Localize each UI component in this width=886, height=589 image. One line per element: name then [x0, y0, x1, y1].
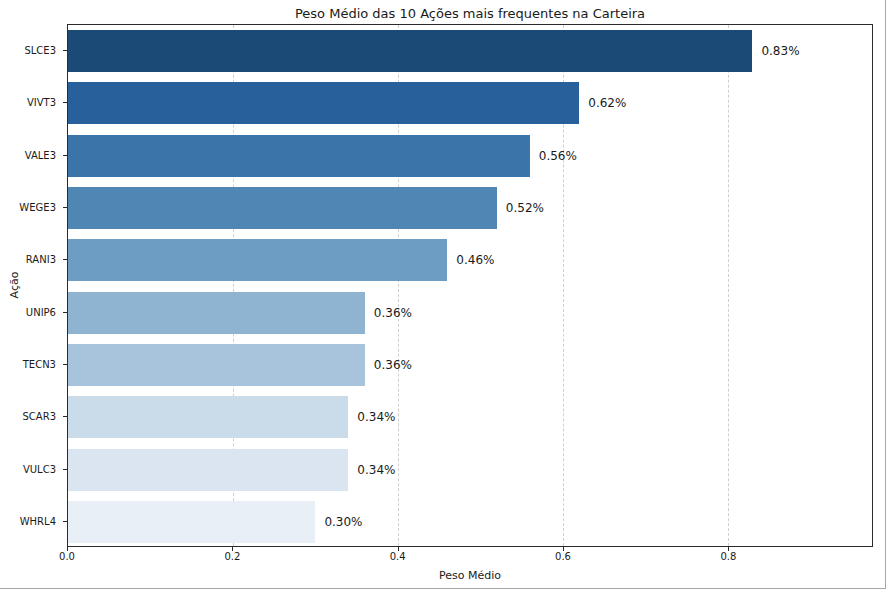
x-tick-label: 0.6 [555, 551, 571, 562]
bar-row: 0.34% [68, 443, 872, 495]
y-tick-label: UNIP6 [26, 306, 56, 317]
bar-value-label: 0.30% [324, 515, 362, 529]
bar-row: 0.56% [68, 130, 872, 182]
y-tick-label: WEGE3 [19, 202, 56, 213]
bar-scar3 [68, 396, 348, 438]
y-tick-mark [63, 521, 67, 522]
bar-value-label: 0.46% [456, 253, 494, 267]
x-tick-mark [232, 547, 233, 551]
chart-title: Peso Médio das 10 Ações mais frequentes … [67, 6, 873, 21]
bar-value-label: 0.52% [506, 201, 544, 215]
bar-value-label: 0.34% [357, 463, 395, 477]
bar-value-label: 0.56% [539, 149, 577, 163]
bar-row: 0.62% [68, 77, 872, 129]
bar-vulc3 [68, 449, 348, 491]
y-tick-label: VIVT3 [27, 97, 56, 108]
y-tick-mark [63, 364, 67, 365]
y-tick-label: TECN3 [23, 358, 56, 369]
bar-whrl4 [68, 501, 315, 543]
bar-row: 0.83% [68, 25, 872, 77]
bar-row: 0.36% [68, 287, 872, 339]
y-tick-label: RANI3 [26, 254, 56, 265]
y-tick-label: VALE3 [25, 149, 56, 160]
y-tick-label: SCAR3 [23, 411, 56, 422]
x-axis-label: Peso Médio [439, 569, 501, 582]
bar-rani3 [68, 239, 447, 281]
y-tick-mark [63, 207, 67, 208]
y-tick-mark [63, 102, 67, 103]
bar-tecn3 [68, 344, 365, 386]
bar-value-label: 0.34% [357, 410, 395, 424]
bar-row: 0.36% [68, 339, 872, 391]
y-tick-mark [63, 416, 67, 417]
x-tick-label: 0.4 [390, 551, 406, 562]
bar-slce3 [68, 30, 752, 72]
bar-row: 0.52% [68, 182, 872, 234]
bar-row: 0.34% [68, 391, 872, 443]
x-tick-mark [728, 547, 729, 551]
figure: Peso Médio das 10 Ações mais frequentes … [0, 0, 886, 589]
bar-value-label: 0.36% [374, 306, 412, 320]
x-tick-mark [563, 547, 564, 551]
y-tick-label: SLCE3 [24, 45, 56, 56]
x-tick-mark [398, 547, 399, 551]
x-tick-mark [67, 547, 68, 551]
x-tick-label: 0.2 [224, 551, 240, 562]
bar-value-label: 0.36% [374, 358, 412, 372]
y-tick-label: VULC3 [23, 463, 56, 474]
bar-row: 0.46% [68, 234, 872, 286]
bar-unip6 [68, 292, 365, 334]
y-axis-label: Ação [8, 272, 21, 299]
x-tick-label: 0.8 [720, 551, 736, 562]
bar-vale3 [68, 135, 530, 177]
y-tick-mark [63, 312, 67, 313]
bar-value-label: 0.83% [761, 44, 799, 58]
y-tick-label: WHRL4 [20, 515, 56, 526]
bar-vivt3 [68, 82, 579, 124]
plot-area: 0.83% 0.62% 0.56% 0.52% 0.46% 0.36% 0.36% 0.34%… [67, 24, 873, 547]
y-tick-mark [63, 155, 67, 156]
x-tick-label: 0.0 [59, 551, 75, 562]
y-tick-mark [63, 50, 67, 51]
bar-row: 0.30% [68, 496, 872, 548]
y-tick-mark [63, 259, 67, 260]
y-tick-mark [63, 469, 67, 470]
bar-value-label: 0.62% [588, 96, 626, 110]
bar-wege3 [68, 187, 497, 229]
